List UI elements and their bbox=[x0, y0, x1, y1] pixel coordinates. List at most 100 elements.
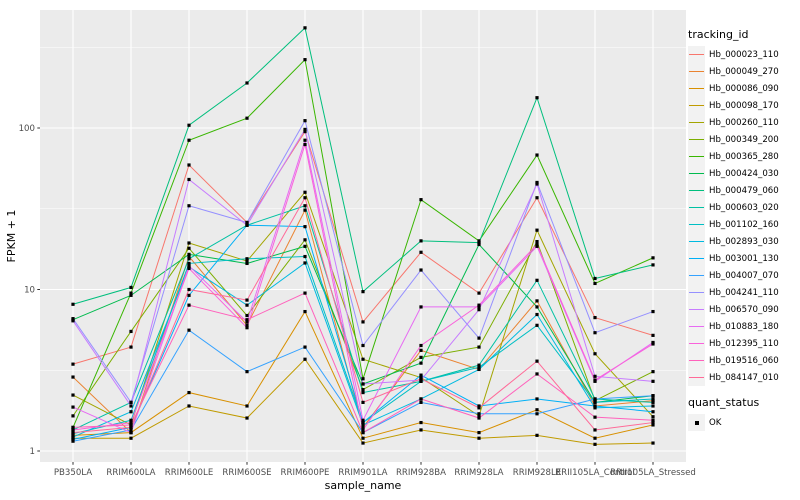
data-point bbox=[129, 423, 133, 427]
data-point bbox=[361, 425, 365, 430]
legend-color-line-icon bbox=[689, 173, 704, 174]
legend-label: Hb_010883_180 bbox=[709, 321, 779, 332]
data-point bbox=[71, 433, 75, 437]
x-tick-label: RRII105LA_Control bbox=[555, 468, 635, 478]
legend-label: Hb_000603_020 bbox=[709, 202, 779, 213]
legend-entry: Hb_002893_030 bbox=[688, 233, 800, 250]
legend-entry: Hb_003001_130 bbox=[688, 250, 800, 267]
data-point bbox=[303, 190, 307, 194]
data-point bbox=[303, 254, 307, 259]
data-point bbox=[71, 405, 75, 409]
data-point bbox=[535, 242, 539, 247]
legend-entry: Hb_000349_200 bbox=[688, 131, 800, 148]
legend-color-line-icon bbox=[689, 190, 704, 191]
legend-entry: Hb_000049_270 bbox=[688, 63, 800, 80]
data-point bbox=[187, 328, 191, 332]
data-point bbox=[535, 323, 539, 327]
legend-color-line-icon bbox=[689, 360, 704, 361]
data-point bbox=[71, 414, 75, 418]
data-point bbox=[71, 393, 75, 397]
axis-tick-marks bbox=[37, 127, 654, 465]
data-point bbox=[361, 441, 365, 445]
data-point bbox=[593, 442, 597, 446]
data-point bbox=[477, 365, 481, 369]
legend-label: Hb_084147_010 bbox=[709, 372, 779, 383]
data-point bbox=[419, 343, 423, 348]
data-point bbox=[245, 223, 249, 227]
data-point bbox=[187, 257, 191, 261]
legend-key bbox=[688, 148, 705, 165]
legend-entry: Hb_004007_070 bbox=[688, 267, 800, 284]
data-point bbox=[477, 412, 481, 416]
x-tick-label: RRIM600SE bbox=[222, 468, 271, 478]
data-point bbox=[361, 320, 365, 324]
data-point bbox=[651, 309, 655, 314]
legend-entry-quant: OK bbox=[688, 414, 800, 431]
data-point bbox=[71, 425, 75, 430]
legend-color-line-icon bbox=[689, 309, 704, 310]
data-point bbox=[593, 436, 597, 440]
data-point bbox=[477, 291, 481, 295]
data-point bbox=[651, 410, 655, 414]
data-point bbox=[593, 374, 597, 378]
legend-entry: Hb_000479_060 bbox=[688, 182, 800, 199]
data-point bbox=[129, 418, 133, 422]
x-tick-label: RRIM928LA bbox=[454, 468, 503, 478]
data-point bbox=[303, 225, 307, 229]
data-point bbox=[245, 257, 249, 261]
data-point bbox=[303, 119, 307, 123]
data-point bbox=[303, 138, 307, 142]
legend-entry: Hb_019516_060 bbox=[688, 352, 800, 369]
data-point bbox=[361, 377, 365, 381]
data-point bbox=[651, 379, 655, 383]
data-point bbox=[477, 305, 481, 309]
legend-entry: Hb_084147_010 bbox=[688, 369, 800, 386]
data-point bbox=[419, 198, 423, 202]
data-point bbox=[593, 415, 597, 419]
data-point bbox=[303, 345, 307, 349]
data-point bbox=[361, 400, 365, 404]
legend-label: Hb_000365_280 bbox=[709, 151, 779, 162]
data-point bbox=[245, 116, 249, 120]
data-point bbox=[651, 404, 655, 408]
legend-key bbox=[688, 414, 705, 431]
data-point bbox=[477, 367, 481, 372]
data-point bbox=[303, 208, 307, 212]
data-point bbox=[303, 244, 307, 248]
data-point bbox=[245, 303, 249, 307]
legend-entry: Hb_000260_110 bbox=[688, 114, 800, 131]
data-point bbox=[187, 252, 191, 256]
legend-key bbox=[688, 250, 705, 267]
data-point bbox=[477, 363, 481, 367]
data-point bbox=[129, 345, 133, 349]
legend-key bbox=[688, 80, 705, 97]
legend-label: Hb_004007_070 bbox=[709, 270, 779, 281]
black-square-point-icon bbox=[694, 420, 699, 425]
data-point bbox=[361, 357, 365, 361]
data-point bbox=[419, 377, 423, 381]
legend-color-line-icon bbox=[689, 88, 704, 89]
data-point bbox=[535, 412, 539, 416]
legend-key bbox=[688, 352, 705, 369]
data-point bbox=[71, 428, 75, 432]
data-point bbox=[71, 319, 75, 323]
legend-color-line-icon bbox=[689, 241, 704, 242]
legend-label: Hb_000424_030 bbox=[709, 168, 779, 179]
legend-label: Hb_002893_030 bbox=[709, 236, 779, 247]
data-point bbox=[361, 390, 365, 395]
data-point bbox=[361, 430, 365, 435]
data-point bbox=[477, 242, 481, 247]
legend-label: Hb_000023_110 bbox=[709, 49, 779, 60]
x-tick-label: RRIM600LA bbox=[106, 468, 155, 478]
data-point bbox=[651, 263, 655, 267]
x-tick-label: RRIM928BA bbox=[396, 468, 446, 478]
legend-entry: Hb_006570_090 bbox=[688, 301, 800, 318]
legend-color-line-icon bbox=[689, 326, 704, 327]
y-axis-title: FPKM + 1 bbox=[5, 210, 18, 263]
data-point bbox=[187, 138, 191, 142]
data-point bbox=[651, 399, 655, 403]
legend-color-line-icon bbox=[689, 207, 704, 208]
data-point bbox=[593, 378, 597, 382]
data-point bbox=[419, 239, 423, 243]
data-point bbox=[593, 315, 597, 320]
